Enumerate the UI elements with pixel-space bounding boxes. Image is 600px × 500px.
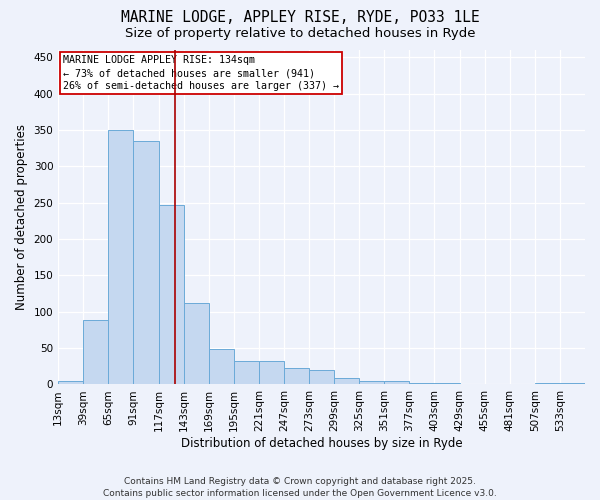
X-axis label: Distribution of detached houses by size in Ryde: Distribution of detached houses by size … xyxy=(181,437,463,450)
Bar xyxy=(158,205,184,384)
Bar xyxy=(184,303,209,384)
Bar xyxy=(109,130,133,384)
Bar xyxy=(385,381,409,384)
Text: MARINE LODGE APPLEY RISE: 134sqm
← 73% of detached houses are smaller (941)
26% : MARINE LODGE APPLEY RISE: 134sqm ← 73% o… xyxy=(64,55,340,92)
Bar xyxy=(58,381,83,384)
Bar xyxy=(359,381,385,384)
Bar xyxy=(259,361,284,384)
Text: Contains HM Land Registry data © Crown copyright and database right 2025.
Contai: Contains HM Land Registry data © Crown c… xyxy=(103,476,497,498)
Bar xyxy=(334,378,359,384)
Bar xyxy=(535,383,560,384)
Bar xyxy=(309,370,334,384)
Bar xyxy=(560,383,585,384)
Bar xyxy=(284,368,309,384)
Bar xyxy=(434,383,460,384)
Text: MARINE LODGE, APPLEY RISE, RYDE, PO33 1LE: MARINE LODGE, APPLEY RISE, RYDE, PO33 1L… xyxy=(121,10,479,25)
Text: Size of property relative to detached houses in Ryde: Size of property relative to detached ho… xyxy=(125,28,475,40)
Bar xyxy=(83,320,109,384)
Bar xyxy=(234,361,259,384)
Bar xyxy=(209,349,234,384)
Bar xyxy=(409,383,434,384)
Bar xyxy=(133,141,158,384)
Y-axis label: Number of detached properties: Number of detached properties xyxy=(15,124,28,310)
